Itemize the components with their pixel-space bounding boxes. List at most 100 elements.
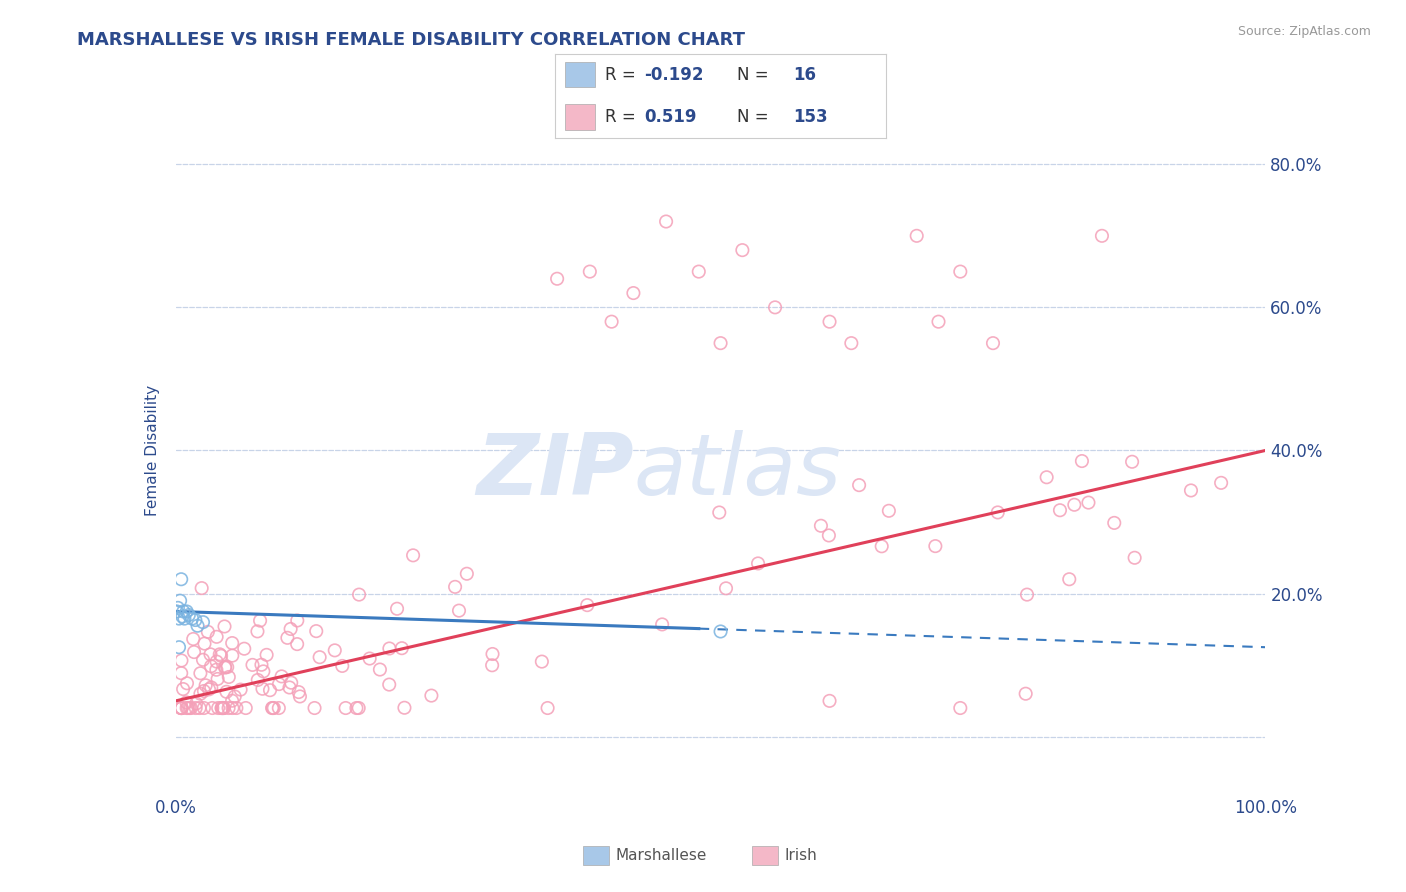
Point (181, 611, 204, 625)
Point (200, 659, 222, 673)
Point (170, 701, 193, 715)
Point (218, 670, 240, 684)
Point (385, 601, 408, 615)
Point (170, 653, 193, 667)
Point (818, 528, 841, 542)
Point (981, 336, 1004, 351)
Point (167, 611, 190, 625)
Point (1015, 687, 1038, 701)
Text: N =: N = (737, 108, 769, 126)
Point (546, 271, 568, 285)
Point (224, 690, 246, 704)
Point (287, 685, 309, 699)
Point (194, 678, 217, 692)
Point (709, 506, 731, 520)
Point (201, 701, 224, 715)
Point (179, 701, 201, 715)
Point (180, 701, 202, 715)
Point (304, 701, 326, 715)
Point (1063, 498, 1085, 512)
Point (378, 677, 401, 691)
Point (288, 690, 311, 704)
Point (346, 701, 368, 715)
Point (169, 593, 191, 607)
Point (181, 632, 204, 646)
Point (276, 631, 298, 645)
Point (447, 604, 470, 618)
Point (841, 336, 863, 351)
Point (579, 264, 602, 278)
Point (263, 701, 285, 715)
Point (1057, 572, 1080, 586)
Point (1180, 483, 1202, 498)
Point (215, 685, 238, 699)
Point (212, 701, 235, 715)
Point (209, 648, 232, 663)
Text: MARSHALLESE VS IRISH FEMALE DISABILITY CORRELATION CHART: MARSHALLESE VS IRISH FEMALE DISABILITY C… (77, 31, 745, 49)
Point (1211, 475, 1233, 490)
Text: 153: 153 (793, 108, 828, 126)
Point (710, 624, 733, 639)
Point (877, 504, 900, 518)
Point (167, 600, 190, 615)
Point (205, 655, 228, 669)
Point (347, 701, 370, 715)
Point (481, 647, 503, 661)
Bar (565, 104, 595, 130)
Point (191, 615, 214, 630)
Point (1049, 503, 1071, 517)
Point (176, 701, 198, 715)
Point (207, 672, 229, 686)
Point (256, 648, 278, 662)
Point (242, 657, 264, 672)
Point (928, 315, 950, 329)
Point (217, 660, 239, 674)
Point (305, 624, 328, 639)
Text: R =: R = (605, 66, 636, 84)
Point (731, 243, 754, 257)
Bar (565, 62, 595, 87)
Text: Marshallese: Marshallese (616, 848, 707, 863)
Point (259, 683, 281, 698)
Point (205, 630, 228, 644)
Point (197, 624, 219, 639)
Point (456, 566, 478, 581)
Point (184, 613, 207, 627)
Point (252, 665, 274, 679)
Point (221, 648, 243, 663)
Point (710, 336, 733, 351)
Point (651, 617, 673, 632)
Point (267, 701, 290, 715)
Point (167, 640, 190, 655)
Point (481, 658, 503, 673)
Point (308, 650, 330, 665)
Text: N =: N = (737, 66, 769, 84)
Point (278, 681, 301, 695)
Point (193, 701, 215, 715)
Text: 16: 16 (793, 66, 817, 84)
Point (190, 687, 212, 701)
Point (688, 264, 710, 278)
Text: -0.192: -0.192 (644, 66, 704, 84)
Point (200, 648, 222, 662)
Point (221, 636, 243, 650)
Point (394, 700, 416, 714)
Point (246, 624, 269, 639)
Point (172, 681, 194, 696)
Point (262, 701, 284, 715)
Point (221, 694, 243, 708)
Point (229, 682, 252, 697)
Point (172, 604, 194, 618)
Point (359, 651, 381, 665)
Point (267, 677, 290, 691)
Text: atlas: atlas (633, 430, 841, 513)
Point (186, 697, 208, 711)
Point (249, 614, 271, 628)
Point (285, 614, 308, 628)
Point (347, 588, 370, 602)
Point (235, 701, 257, 715)
Text: 0.519: 0.519 (644, 108, 697, 126)
Point (252, 681, 274, 696)
Point (1035, 470, 1057, 484)
Point (207, 701, 229, 715)
